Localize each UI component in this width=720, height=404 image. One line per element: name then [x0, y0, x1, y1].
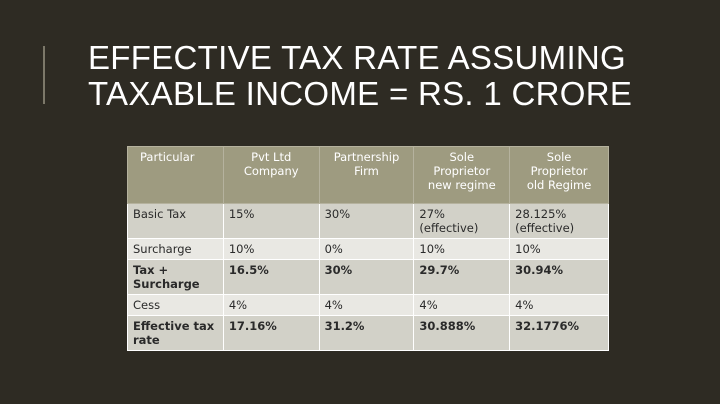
table-cell: 4%	[413, 294, 511, 316]
cell-line: 4%	[228, 298, 248, 312]
header-line: Partnership	[333, 150, 400, 164]
cell-line: 10%	[515, 242, 541, 256]
cell-line: 10%	[228, 242, 255, 256]
table-cell: 30%	[318, 259, 415, 295]
cell-line: 28.125%	[515, 207, 567, 221]
tax-rate-table: Particular Pvt Ltd Company Partnership F…	[127, 146, 609, 351]
table-cell: 10%	[509, 238, 609, 260]
row-label: Cess	[127, 294, 224, 316]
header-line: Pvt Ltd	[251, 150, 292, 164]
header-particular: Particular	[127, 146, 224, 204]
header-line: Proprietor	[530, 164, 588, 178]
header-sole-proprietor-old-regime: Sole Proprietor old Regime	[509, 146, 609, 204]
row-label: Tax + Surcharge	[127, 259, 224, 295]
table-cell: 15%	[222, 203, 320, 239]
table-cell: 10%	[413, 238, 511, 260]
header-line: Firm	[354, 164, 379, 178]
table-cell: 32.1776%	[509, 315, 609, 351]
cell-line: 16.5%	[228, 263, 269, 277]
cell-line: 17.16%	[228, 319, 277, 333]
cell-line: Cess	[133, 298, 161, 312]
cell-line: 0%	[324, 242, 343, 256]
table-cell: 10%	[222, 238, 320, 260]
table-cell: 27% (effective)	[413, 203, 511, 239]
cell-line: Basic Tax	[133, 207, 187, 221]
table-row-tax-plus-surcharge: Tax + Surcharge 16.5% 30% 29.7% 30.94%	[127, 259, 609, 295]
cell-line: (effective)	[515, 221, 575, 235]
table-cell: 30%	[318, 203, 415, 239]
cell-line: 30.888%	[419, 319, 476, 333]
row-label: Effective tax rate	[127, 315, 224, 351]
cell-line: 30.94%	[515, 263, 564, 277]
table-cell: 4%	[318, 294, 415, 316]
slide-title-line-1: EFFECTIVE TAX RATE ASSUMING	[88, 39, 627, 76]
header-line: Sole	[546, 150, 572, 164]
header-line: Particular	[140, 150, 195, 164]
table-cell: 28.125% (effective)	[509, 203, 609, 239]
header-line: new regime	[427, 178, 496, 192]
table-row-surcharge: Surcharge 10% 0% 10% 10%	[127, 238, 609, 260]
table-cell: 30.94%	[509, 259, 609, 295]
cell-line: Tax +	[133, 263, 169, 277]
table-cell: 17.16%	[222, 315, 320, 351]
cell-line: rate	[133, 333, 160, 347]
cell-line: 31.2%	[324, 319, 365, 333]
table-row-basic-tax: Basic Tax 15% 30% 27% (effective) 28.125%…	[127, 203, 609, 239]
cell-line: 4%	[515, 298, 534, 312]
cell-line: (effective)	[419, 221, 479, 235]
cell-line: 4%	[324, 298, 343, 312]
header-line: Proprietor	[433, 164, 491, 178]
cell-line: 32.1776%	[515, 319, 580, 333]
header-line: Sole	[449, 150, 475, 164]
cell-line: Effective tax	[133, 319, 215, 333]
slide-title-line-2: TAXABLE INCOME = RS. 1 CRORE	[88, 75, 633, 112]
table-cell: 16.5%	[222, 259, 320, 295]
row-label: Basic Tax	[127, 203, 224, 239]
table-header-row: Particular Pvt Ltd Company Partnership F…	[127, 146, 609, 204]
table-cell: 30.888%	[413, 315, 511, 351]
table-row-effective-tax-rate: Effective tax rate 17.16% 31.2% 30.888% 3…	[127, 315, 609, 351]
cell-line: 15%	[228, 207, 255, 221]
row-label: Surcharge	[127, 238, 224, 260]
cell-line: 29.7%	[419, 263, 460, 277]
cell-line: 30%	[324, 207, 351, 221]
table-cell: 4%	[222, 294, 320, 316]
table-row-cess: Cess 4% 4% 4% 4%	[127, 294, 609, 316]
cell-line: 27%	[419, 207, 445, 221]
header-partnership-firm: Partnership Firm	[318, 146, 415, 204]
cell-line: 10%	[419, 242, 445, 256]
header-line: old Regime	[526, 178, 592, 192]
accent-line	[43, 46, 45, 104]
table-cell: 31.2%	[318, 315, 415, 351]
cell-line: 4%	[419, 298, 438, 312]
slide-title: EFFECTIVE TAX RATE ASSUMING TAXABLE INCO…	[88, 40, 688, 112]
header-sole-proprietor-new-regime: Sole Proprietor new regime	[413, 146, 511, 204]
table-cell: 29.7%	[413, 259, 511, 295]
header-line: Company	[243, 164, 299, 178]
table-cell: 4%	[509, 294, 609, 316]
cell-line: Surcharge	[133, 277, 200, 291]
table-cell: 0%	[318, 238, 415, 260]
cell-line: 30%	[324, 263, 353, 277]
cell-line: Surcharge	[133, 242, 192, 256]
header-pvt-ltd-company: Pvt Ltd Company	[222, 146, 320, 204]
